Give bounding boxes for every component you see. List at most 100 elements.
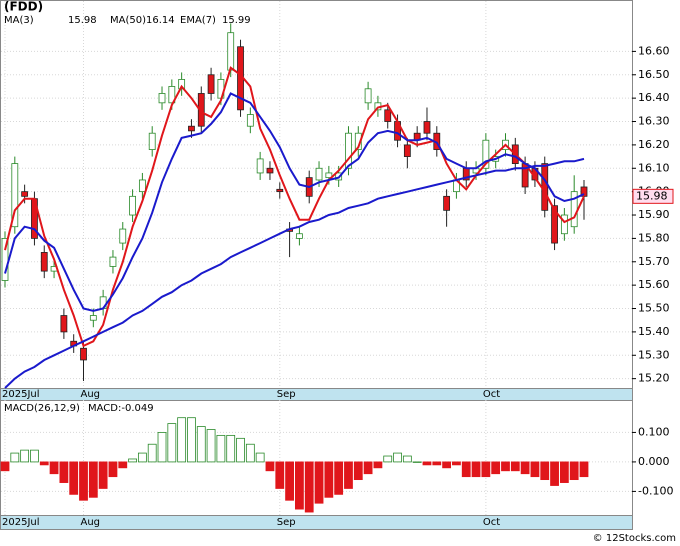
macd-bar	[520, 461, 530, 475]
macd-bar	[393, 452, 402, 463]
plot	[0, 1, 632, 515]
candle-body	[40, 252, 48, 272]
macd-bar	[285, 461, 294, 501]
macd-bar	[187, 417, 196, 463]
macd-bar	[39, 461, 49, 466]
macd-bar	[20, 449, 30, 463]
price-box	[632, 188, 674, 204]
y2-tick-label: 0.000	[638, 455, 670, 468]
macd-bar	[481, 461, 491, 478]
macd-label: MACD:-0.049	[88, 403, 154, 414]
macd-bar	[501, 461, 510, 472]
macd-bar	[402, 455, 412, 463]
y-tick-label: 15.70	[638, 255, 670, 268]
legend-value: 16.14	[146, 15, 175, 26]
x-tick-label: 2025Jul	[2, 389, 40, 400]
y-tick-label: 15.80	[638, 231, 670, 244]
candle-body	[138, 179, 146, 193]
macd-bar	[383, 455, 393, 463]
macd-bar	[265, 461, 275, 472]
chart-title: (FDD)	[4, 0, 43, 14]
macd-bar	[334, 461, 344, 495]
macd-bar	[559, 461, 569, 483]
series-line	[4, 92, 585, 312]
macd-bar	[510, 461, 520, 472]
candle-body	[129, 195, 136, 216]
date-strip	[0, 515, 633, 530]
macd-bar	[569, 461, 579, 481]
candle-body	[158, 93, 166, 104]
legend-label: MA(3)	[4, 15, 34, 26]
macd-bar	[157, 432, 167, 463]
legend-label: EMA(7)	[180, 15, 216, 26]
macd-bar	[550, 461, 559, 486]
macd-bar	[177, 417, 187, 463]
y-tick-label: 16.60	[638, 44, 670, 57]
macd-bar	[314, 461, 324, 504]
y-tick-label: 16.20	[638, 138, 670, 151]
macd-bar	[579, 461, 589, 478]
macd-bar	[412, 461, 422, 463]
macd-bar	[461, 461, 471, 478]
legend-value: 15.98	[68, 15, 97, 26]
x-tick-label: Sep	[277, 517, 296, 528]
macd-bar	[206, 429, 216, 463]
macd-bar	[491, 461, 501, 475]
macd-bar	[452, 461, 461, 466]
macd-bar	[216, 434, 226, 463]
macd-bar	[10, 452, 20, 463]
legend-label: MA(50)	[110, 15, 146, 26]
x-tick-label: Sep	[277, 389, 296, 400]
candle-body	[80, 347, 87, 361]
candle-body	[296, 233, 303, 239]
candle-body	[315, 167, 323, 181]
macd-bar	[295, 461, 304, 510]
candle-body	[403, 144, 411, 157]
candle-body	[168, 86, 176, 104]
price-panel	[0, 0, 633, 389]
candle-body	[11, 163, 19, 228]
x-tick-label: 2025Jul	[2, 517, 40, 528]
candle-body	[246, 114, 254, 127]
candle-body	[60, 315, 68, 333]
legend-value: 15.99	[222, 15, 251, 26]
macd-bar	[108, 461, 118, 478]
y2-tick-label: -0.100	[638, 484, 673, 497]
macd-bar	[88, 461, 98, 498]
y-tick-label: 16.50	[638, 68, 670, 81]
macd-bar	[98, 461, 108, 489]
candle-body	[148, 132, 156, 150]
macd-bar	[245, 443, 255, 463]
x-tick-label: Aug	[81, 517, 101, 528]
macd-bar	[128, 458, 137, 463]
candle-body	[276, 188, 284, 193]
macd-bar	[49, 461, 59, 475]
y-tick-label: 16.30	[638, 115, 670, 128]
macd-bar	[471, 461, 481, 478]
candle-body	[325, 172, 333, 179]
macd-bar	[147, 443, 157, 463]
candle-body	[188, 125, 195, 132]
series-line	[4, 157, 585, 389]
macd-bar	[226, 434, 236, 463]
y-tick-label: 15.90	[638, 208, 670, 221]
macd-bar	[0, 461, 10, 472]
candle-body	[119, 228, 127, 244]
macd-bar	[196, 426, 206, 463]
macd-bar	[79, 461, 88, 501]
candle-body	[364, 88, 372, 104]
macd-bar	[255, 452, 265, 463]
candle-body	[197, 93, 205, 127]
macd-bar	[30, 449, 39, 463]
x-tick-label: Aug	[81, 389, 101, 400]
macd-bar	[69, 461, 79, 495]
macd-bar	[304, 461, 314, 513]
y-tick-label: 15.30	[638, 348, 670, 361]
macd-bar	[363, 461, 373, 475]
macd-title: MACD(26,12,9)	[4, 403, 80, 414]
macd-bar	[442, 461, 452, 469]
y-tick-label: 16.40	[638, 91, 670, 104]
macd-bar	[373, 461, 383, 469]
macd-bar	[59, 461, 69, 483]
